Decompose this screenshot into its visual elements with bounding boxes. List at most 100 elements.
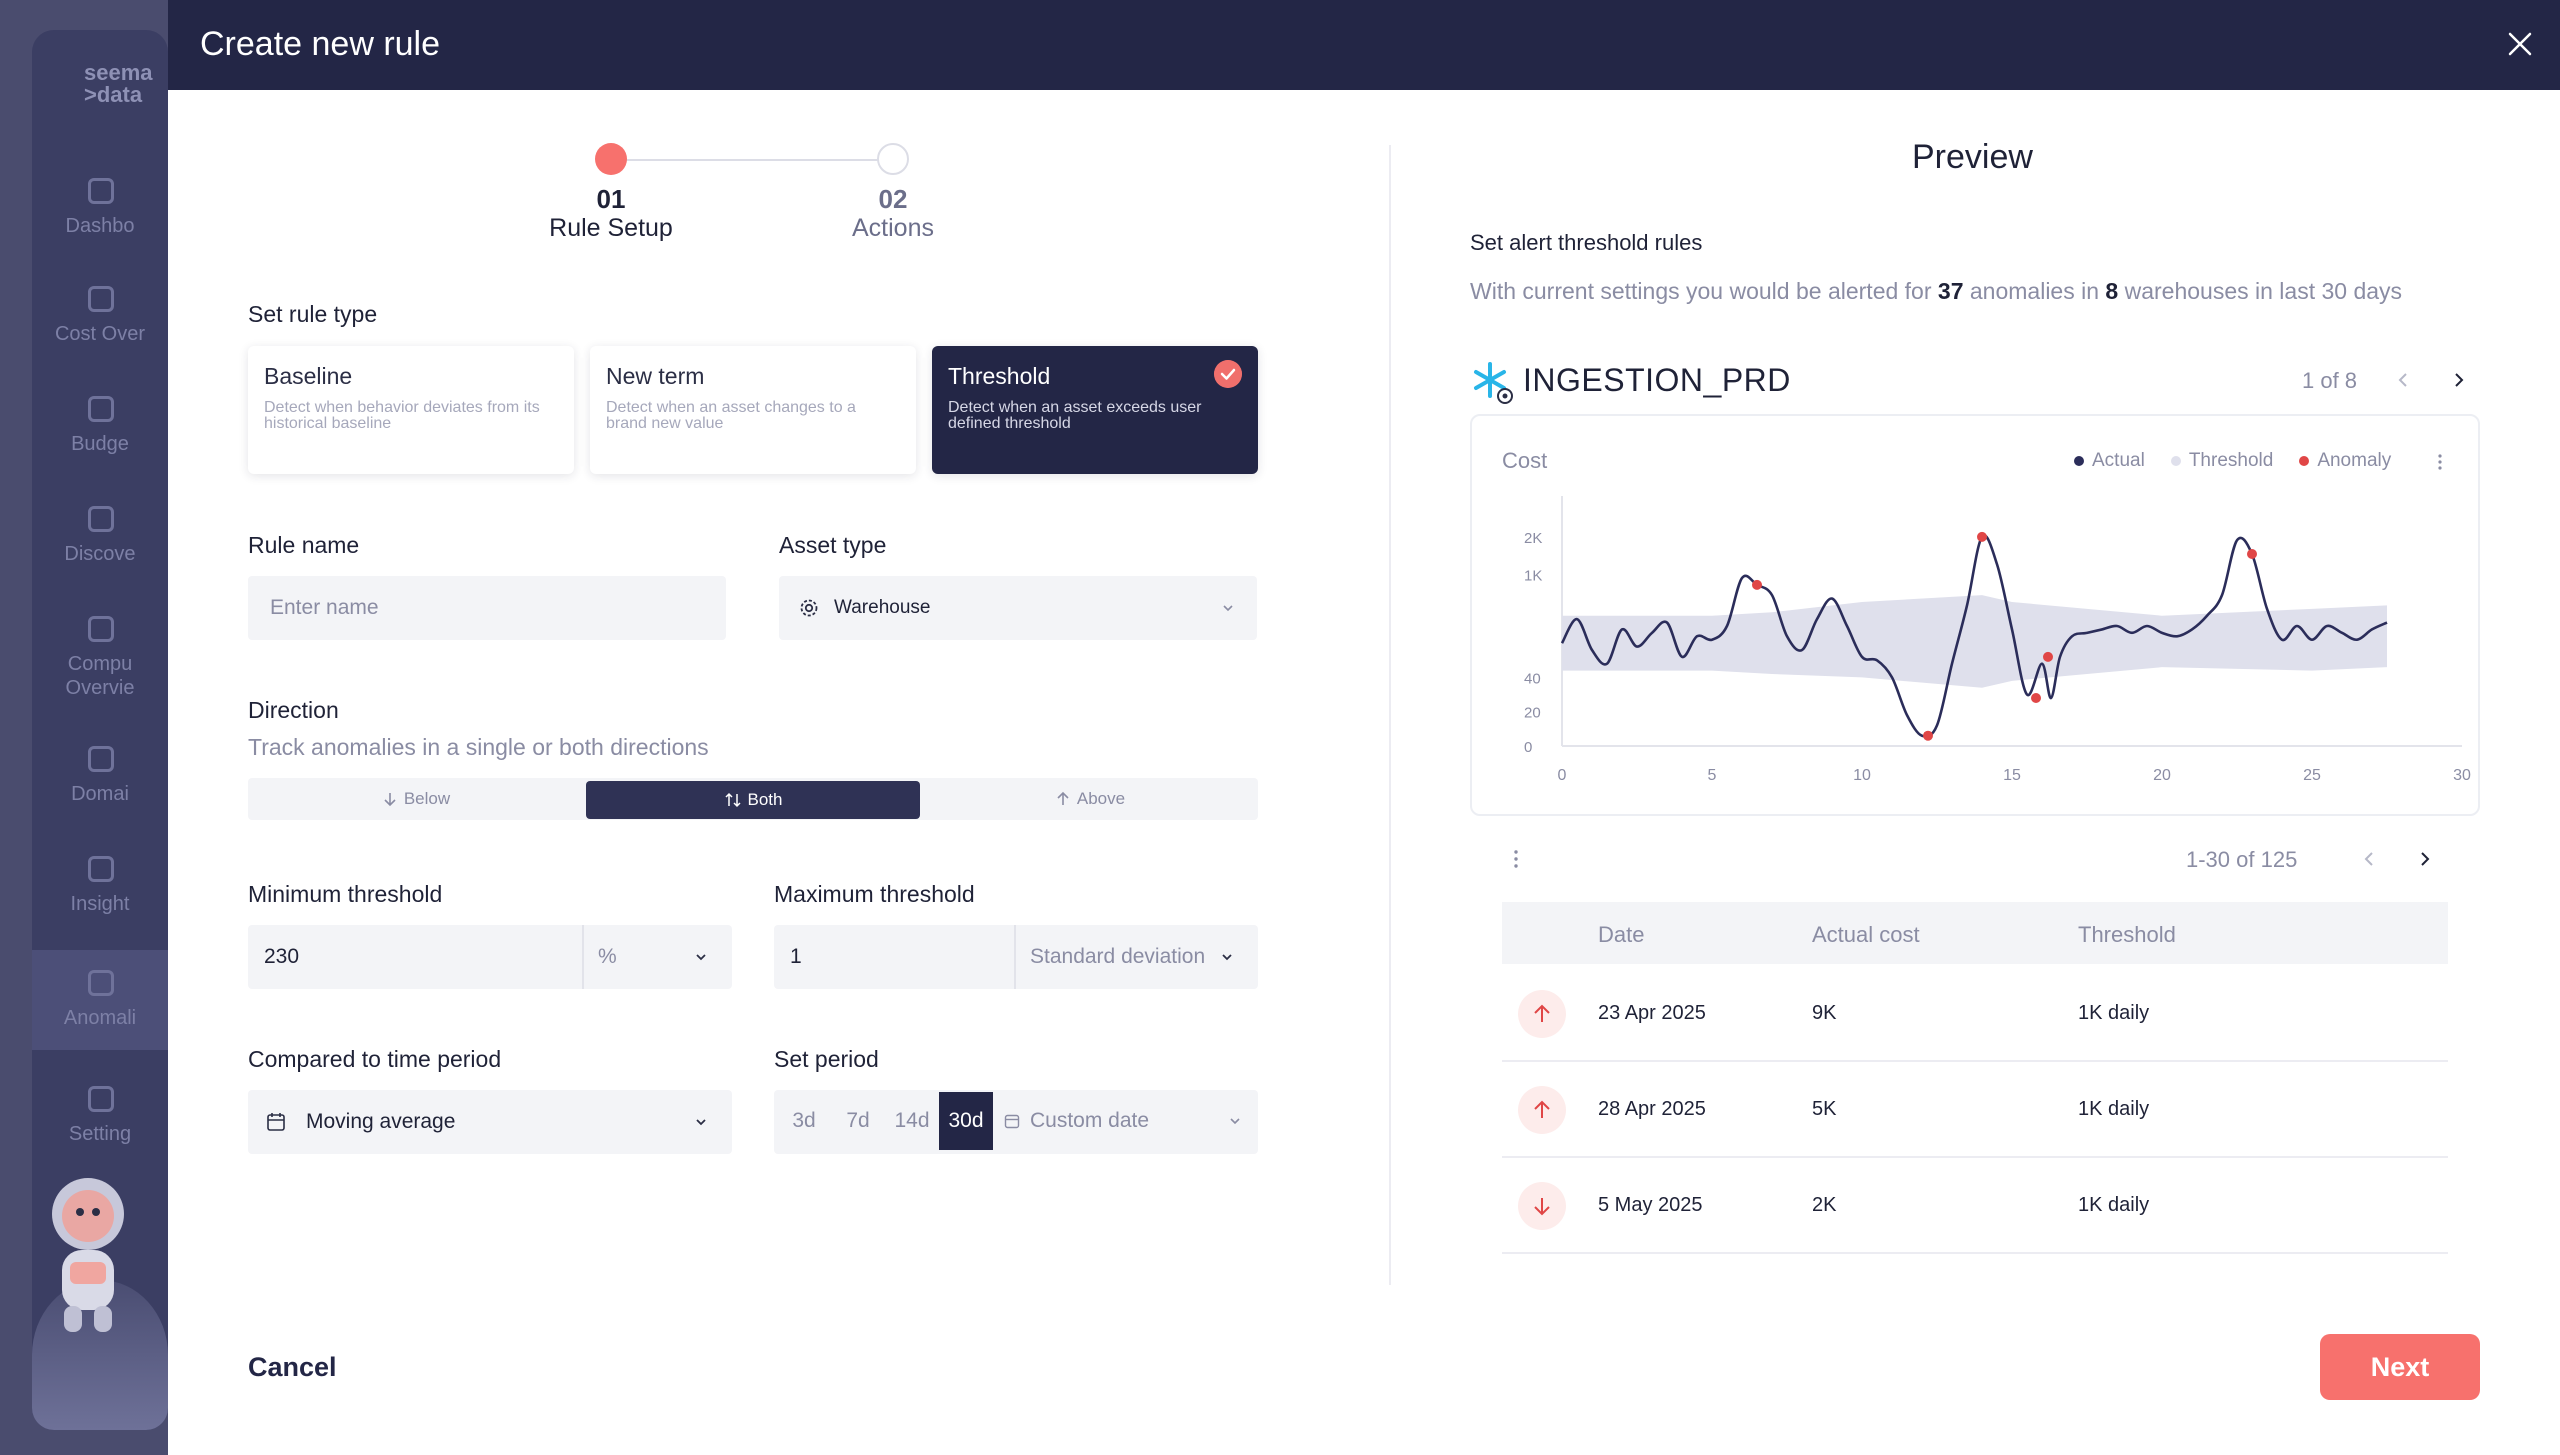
anomaly-point bbox=[2031, 693, 2041, 703]
warehouse-name: INGESTION_PRD bbox=[1523, 362, 1791, 398]
anomaly-point bbox=[2247, 549, 2257, 559]
gear-icon bbox=[800, 599, 818, 617]
anomaly-point bbox=[1752, 579, 1762, 590]
step-2-number: 02 bbox=[878, 184, 908, 214]
field-divider bbox=[582, 925, 584, 989]
column-threshold[interactable]: Threshold bbox=[2078, 922, 2176, 947]
cell-date: 5 May 2025 bbox=[1598, 1194, 1703, 1216]
chevron-down-icon bbox=[1230, 1118, 1240, 1125]
alert-summary: With current settings you would be alert… bbox=[1470, 278, 2402, 305]
chevron-right-icon[interactable] bbox=[2444, 366, 2472, 394]
anomaly-point bbox=[2043, 651, 2053, 662]
cell-threshold: 1K daily bbox=[2078, 1002, 2150, 1024]
rule-type-new-term-card[interactable]: New term Detect when an asset changes to… bbox=[590, 346, 916, 474]
cell-threshold: 1K daily bbox=[2078, 1194, 2150, 1216]
step-1-dot bbox=[595, 143, 627, 175]
cost-chart-card: Cost Actual Threshold Anomaly 0 20 40 1K 2K 0… bbox=[1470, 414, 2480, 816]
chevron-right-icon[interactable] bbox=[2410, 845, 2438, 873]
card-description: Detect when an asset changes to a brand … bbox=[606, 399, 856, 432]
cell-actual: 2K bbox=[1812, 1194, 1837, 1216]
step-2-label[interactable]: Actions bbox=[852, 214, 934, 242]
background-nav-item: Insight bbox=[32, 856, 168, 916]
chevron-left-icon[interactable] bbox=[2356, 845, 2384, 873]
table-header: Date Actual cost Threshold bbox=[1502, 902, 2448, 964]
legend-actual: Actual bbox=[2092, 450, 2145, 471]
chevron-left-icon[interactable] bbox=[2390, 366, 2418, 394]
y-tick-label: 40 bbox=[1524, 670, 1541, 687]
period-7d-button[interactable]: 7d bbox=[846, 1109, 870, 1132]
table-row[interactable]: 28 Apr 2025 5K 1K daily bbox=[1502, 1062, 2448, 1158]
background-nav-item: Budge bbox=[32, 396, 168, 456]
set-period-group bbox=[774, 1090, 1258, 1154]
chevron-down-icon bbox=[1223, 605, 1233, 612]
cancel-button[interactable]: Cancel bbox=[248, 1352, 337, 1382]
modal-header: Create new rule bbox=[168, 0, 2560, 90]
table-pager: 1-30 of 125 bbox=[2186, 847, 2298, 872]
legend-anomaly: Anomaly bbox=[2317, 450, 2392, 471]
rule-type-baseline-card[interactable]: Baseline Detect when behavior deviates f… bbox=[248, 346, 574, 474]
cost-line-chart: 0 20 40 1K 2K 0 5 10 15 20 25 30 bbox=[1524, 496, 2471, 784]
period-14d-button[interactable]: 14d bbox=[894, 1109, 930, 1132]
set-period-label: Set period bbox=[774, 1046, 879, 1072]
preview-title: Preview bbox=[1912, 138, 2033, 176]
max-threshold-unit-select[interactable]: Standard deviation bbox=[1030, 945, 1206, 968]
x-tick-label: 30 bbox=[2453, 767, 2471, 784]
calendar-icon bbox=[1004, 1114, 1020, 1129]
background-nav-item: Discove bbox=[32, 506, 168, 566]
close-icon[interactable] bbox=[2500, 24, 2540, 64]
column-actual-cost[interactable]: Actual cost bbox=[1812, 922, 1920, 947]
max-threshold-input[interactable]: 1 bbox=[790, 945, 802, 968]
direction-above-button[interactable]: Above bbox=[922, 778, 1258, 820]
direction-below-button[interactable]: Below bbox=[248, 778, 584, 820]
compared-period-select[interactable]: Moving average bbox=[248, 1090, 732, 1154]
threshold-band bbox=[1562, 595, 2387, 688]
direction-above-label: Above bbox=[1076, 789, 1126, 808]
bell-icon bbox=[88, 970, 114, 996]
compared-period-label: Compared to time period bbox=[248, 1046, 502, 1072]
min-threshold-label: Minimum threshold bbox=[248, 881, 443, 907]
min-threshold-field: 230 % bbox=[248, 925, 732, 989]
chevron-down-icon bbox=[696, 954, 706, 961]
create-rule-modal: Create new rule bbox=[168, 0, 2560, 1455]
step-1-number: 01 bbox=[596, 184, 626, 214]
insight-icon bbox=[88, 856, 114, 882]
step-2-dot bbox=[877, 143, 909, 175]
chevron-down-icon bbox=[696, 1119, 706, 1126]
x-tick-label: 5 bbox=[1708, 767, 1717, 784]
rule-type-label: Set rule type bbox=[248, 301, 378, 327]
dashboard-icon bbox=[88, 178, 114, 204]
arrow-up-icon bbox=[1057, 791, 1069, 805]
period-3d-button[interactable]: 3d bbox=[792, 1109, 816, 1132]
rule-name-input[interactable] bbox=[248, 576, 726, 640]
card-title: New term bbox=[606, 363, 705, 389]
rule-name-field[interactable] bbox=[248, 576, 726, 640]
card-title: Baseline bbox=[264, 363, 353, 389]
background-logo: seema >data bbox=[84, 62, 153, 106]
custom-date-select[interactable]: Custom date bbox=[1000, 1092, 1258, 1150]
table-row[interactable]: 23 Apr 2025 9K 1K daily bbox=[1502, 966, 2448, 1062]
rule-type-threshold-card[interactable]: Threshold Detect when an asset exceeds u… bbox=[932, 346, 1258, 474]
min-threshold-input[interactable]: 230 bbox=[264, 945, 300, 968]
kebab-menu-icon[interactable] bbox=[1510, 848, 1522, 870]
min-threshold-unit-select[interactable]: % bbox=[598, 945, 617, 968]
kebab-menu-icon[interactable] bbox=[2435, 452, 2445, 472]
summary-text: With current settings you would be alert… bbox=[1470, 278, 1932, 304]
column-date[interactable]: Date bbox=[1598, 922, 1645, 947]
column-divider bbox=[1389, 145, 1391, 1285]
table-row[interactable]: 5 May 2025 2K 1K daily bbox=[1502, 1158, 2448, 1254]
card-description: Detect when an asset exceeds user define… bbox=[948, 399, 1202, 432]
cell-actual: 5K bbox=[1812, 1098, 1837, 1120]
arrow-up-icon bbox=[1518, 1086, 1566, 1134]
next-button[interactable]: Next bbox=[2320, 1334, 2480, 1400]
direction-toggle: Below Both Above bbox=[248, 778, 1258, 820]
table-scroll-fade bbox=[1502, 1270, 2448, 1284]
background-nav-item: Compu Overvie bbox=[32, 616, 168, 700]
asset-type-value: Warehouse bbox=[834, 597, 931, 618]
chart-y-label: Cost bbox=[1502, 448, 1548, 473]
step-1-label[interactable]: Rule Setup bbox=[549, 214, 673, 242]
asset-type-select[interactable]: Warehouse bbox=[779, 576, 1257, 640]
cell-threshold: 1K daily bbox=[2078, 1098, 2150, 1120]
direction-both-button[interactable]: Both bbox=[586, 781, 920, 819]
period-30d-button[interactable]: 30d bbox=[939, 1092, 993, 1150]
max-threshold-field: 1 Standard deviation bbox=[774, 925, 1258, 989]
